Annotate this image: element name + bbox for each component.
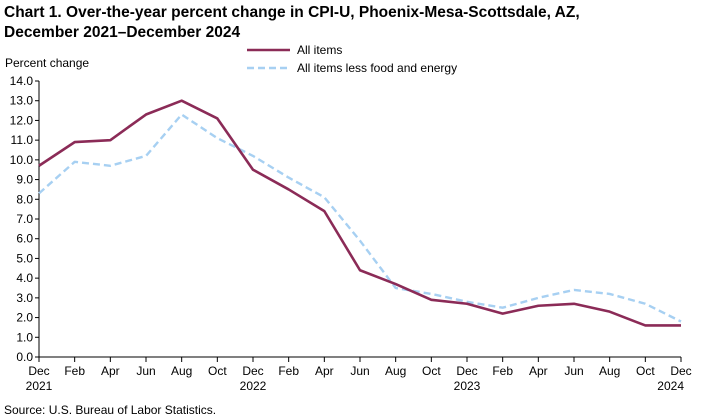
x-tick-year-label: 2024 bbox=[657, 379, 684, 393]
y-tick-label: 8.0 bbox=[16, 192, 33, 206]
x-tick-year-label: 2021 bbox=[26, 379, 53, 393]
chart-title-line-2: December 2021–December 2024 bbox=[4, 24, 241, 41]
chart-title: Chart 1. Over-the-year percent change in… bbox=[4, 3, 704, 43]
x-tick-label: Oct bbox=[422, 364, 441, 378]
x-tick-label: Oct bbox=[636, 364, 655, 378]
y-tick-label: 4.0 bbox=[16, 271, 33, 285]
x-tick-year-label: 2023 bbox=[454, 379, 481, 393]
x-tick-label: Dec bbox=[28, 364, 49, 378]
legend-label: All items less food and energy bbox=[297, 61, 457, 75]
x-tick-label: Apr bbox=[315, 364, 334, 378]
y-tick-label: 9.0 bbox=[16, 173, 33, 187]
y-tick-label: 11.0 bbox=[11, 133, 34, 147]
y-tick-label: 0.0 bbox=[16, 350, 33, 364]
y-tick-label: 3.0 bbox=[16, 291, 33, 305]
chart-title-line-1: Chart 1. Over-the-year percent change in… bbox=[4, 4, 580, 21]
y-tick-label: 1.0 bbox=[16, 330, 33, 344]
x-tick-year-label: 2022 bbox=[240, 379, 267, 393]
y-tick-label: 2.0 bbox=[16, 311, 33, 325]
y-tick-label: 14.0 bbox=[10, 74, 34, 88]
y-tick-label: 13.0 bbox=[10, 94, 34, 108]
x-tick-label: Aug bbox=[171, 364, 192, 378]
series-line-all-items bbox=[38, 99, 681, 327]
y-tick-label: 6.0 bbox=[16, 232, 33, 246]
x-tick-label: Dec bbox=[456, 364, 477, 378]
x-tick-label: Jun bbox=[136, 364, 155, 378]
source-note: Source: U.S. Bureau of Labor Statistics. bbox=[4, 403, 217, 417]
x-tick-label: Feb bbox=[492, 364, 513, 378]
y-tick-label: 5.0 bbox=[16, 251, 33, 265]
x-tick-label: Aug bbox=[385, 364, 406, 378]
legend-label: All items bbox=[297, 43, 342, 57]
x-tick-label: Dec bbox=[670, 364, 691, 378]
y-tick-label: 12.0 bbox=[10, 113, 34, 127]
x-tick-label: Feb bbox=[278, 364, 299, 378]
x-tick-label: Aug bbox=[599, 364, 620, 378]
x-tick-label: Jun bbox=[350, 364, 369, 378]
x-tick-label: Apr bbox=[529, 364, 548, 378]
y-tick-label: 7.0 bbox=[16, 212, 33, 226]
x-tick-label: Feb bbox=[64, 364, 85, 378]
x-tick-label: Apr bbox=[101, 364, 120, 378]
y-tick-label: 10.0 bbox=[10, 153, 34, 167]
x-tick-label: Jun bbox=[564, 364, 583, 378]
series-line-core bbox=[38, 113, 682, 323]
y-axis-label: Percent change bbox=[5, 56, 89, 70]
x-tick-label: Dec bbox=[242, 364, 263, 378]
x-tick-label: Oct bbox=[208, 364, 227, 378]
